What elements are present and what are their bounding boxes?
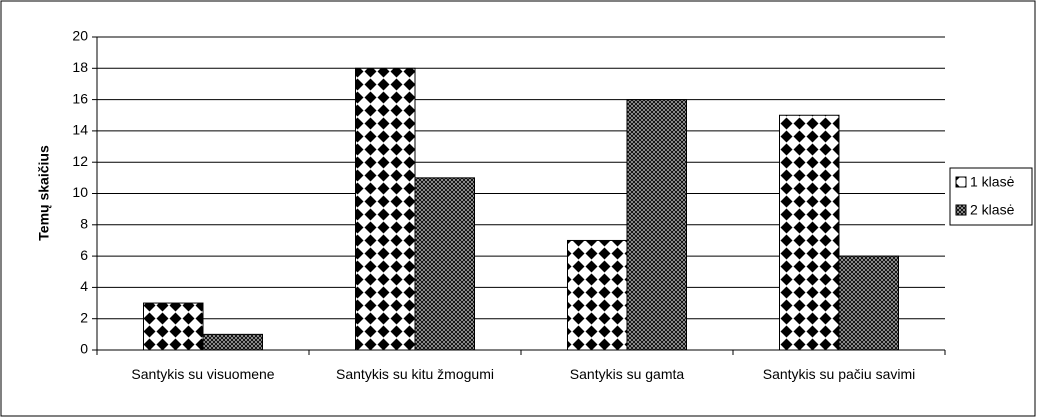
bar [626,99,687,351]
x-tick-label: Santykis su kitu žmogumi [336,366,494,382]
legend-swatch [955,176,967,188]
legend-label: 1 klasė [970,174,1015,190]
bar [143,302,204,351]
y-axis-label: Temų skaičius [36,145,52,241]
x-tick-label: Santykis su visuomene [131,366,275,382]
y-tick-label: 20 [72,28,88,44]
y-tick-label: 4 [80,278,88,294]
y-tick-label: 12 [72,153,88,169]
y-tick-label: 18 [72,59,88,75]
legend-label: 2 klasė [970,202,1015,218]
y-tick-label: 2 [80,309,88,325]
y-tick-label: 16 [72,90,88,106]
y-tick-label: 0 [80,341,88,357]
bar [838,255,899,351]
legend-swatch [955,204,967,216]
bar [202,333,263,351]
bar [567,239,628,351]
y-tick-label: 8 [80,216,88,232]
y-tick-label: 14 [72,122,88,138]
y-tick-label: 6 [80,247,88,263]
bar [414,177,475,351]
y-tick-label: 10 [72,184,88,200]
bar [779,114,840,351]
x-tick-label: Santykis su gamta [569,366,685,382]
bar [355,67,416,351]
x-tick-label: Santykis su pačiu savimi [762,366,916,382]
